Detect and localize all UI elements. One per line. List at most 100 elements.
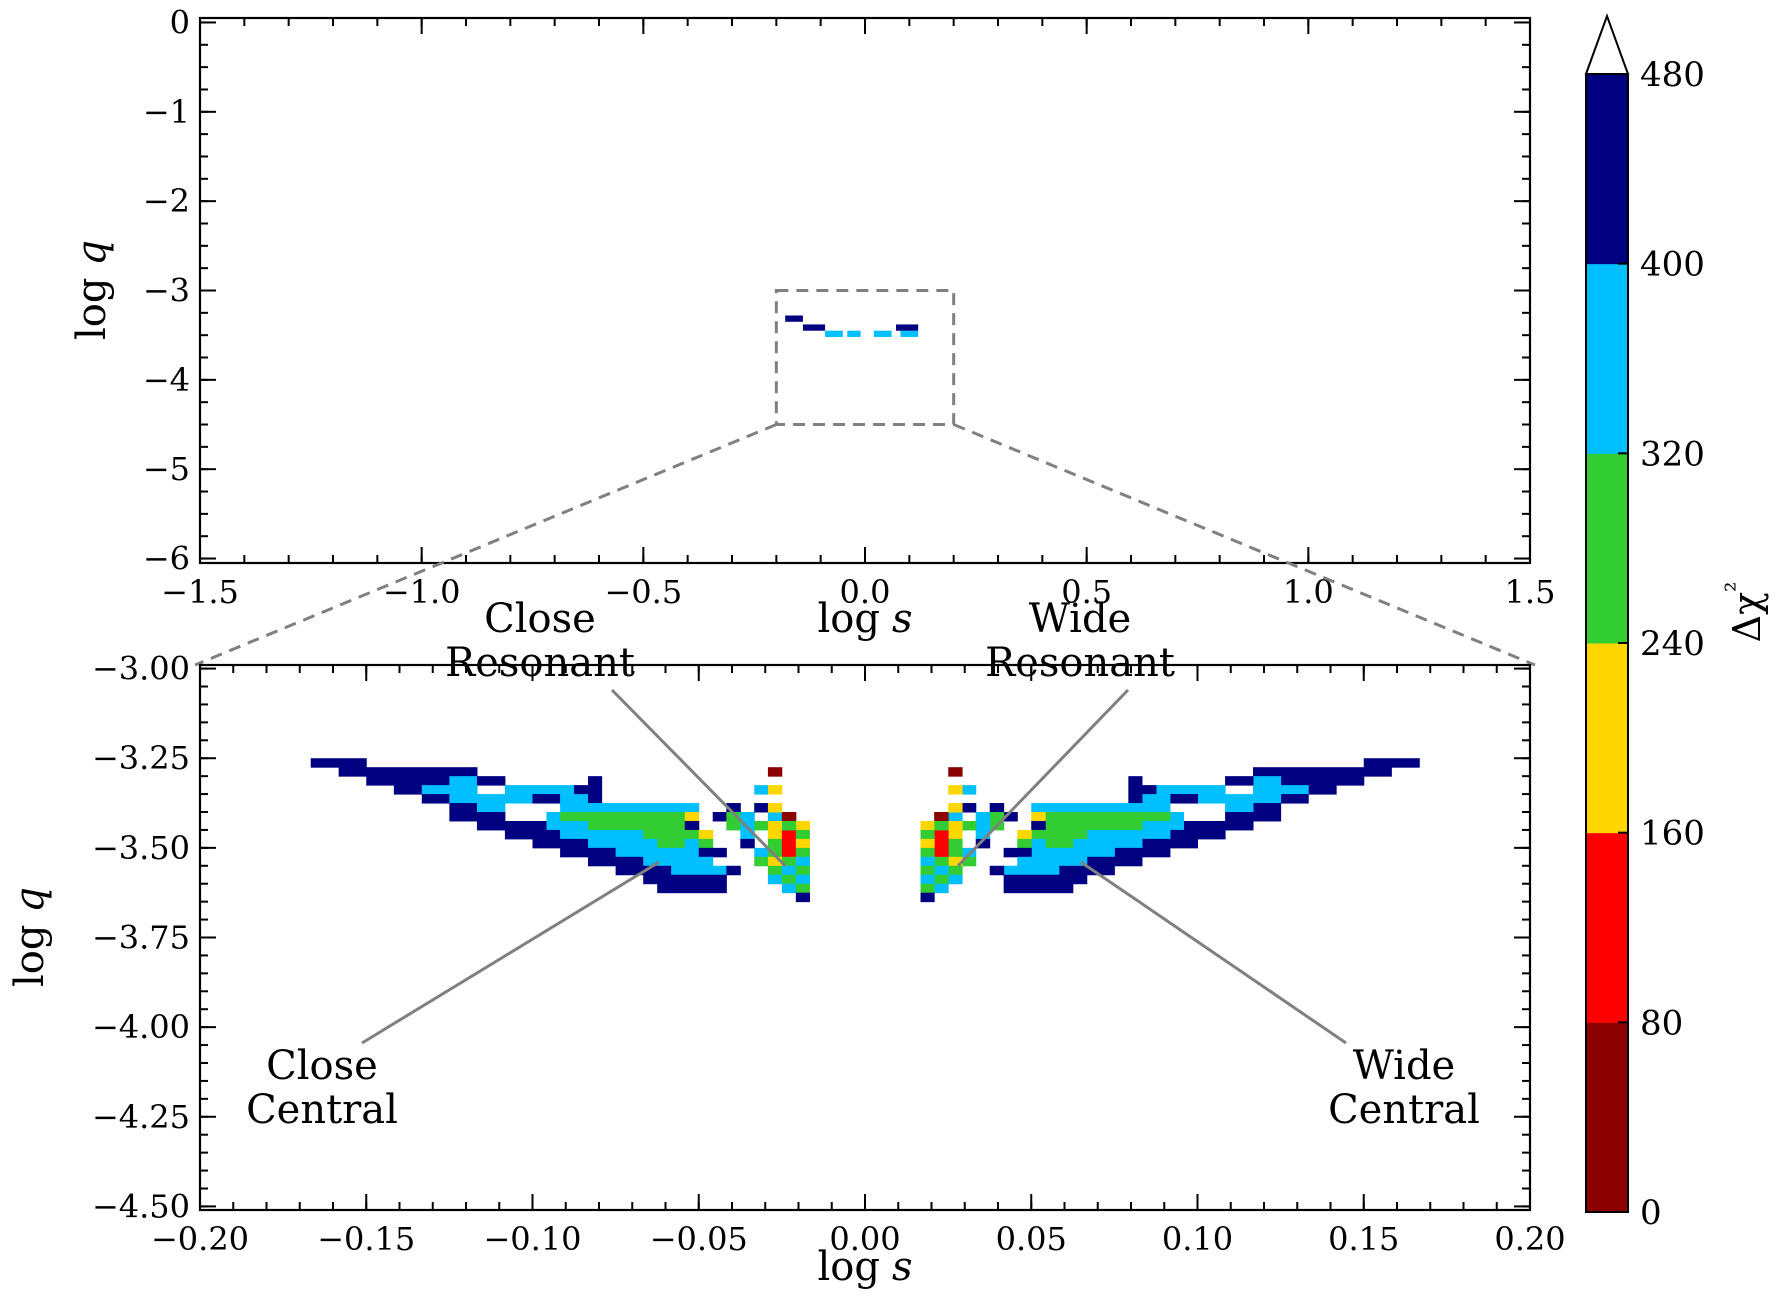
cell-left-r12-3 [767, 865, 783, 876]
cell-right-r8-4 [1017, 829, 1032, 840]
cell-left-r4-0 [421, 794, 450, 804]
cell-left-r5-2 [560, 803, 589, 813]
cell-left-extra-3 [754, 803, 769, 813]
cell-left-r13-1 [767, 874, 783, 885]
cell-left-r10-1 [615, 847, 700, 858]
cell-right-r6-7 [948, 812, 963, 822]
top-xtick-label: −0.5 [604, 573, 682, 611]
cell-left-r4-2 [532, 794, 561, 804]
cell-right-r13-0 [1003, 874, 1088, 885]
cell-right-r8-1 [1141, 829, 1171, 840]
top-cell-3 [847, 330, 861, 337]
cell-left-r8-8 [795, 829, 810, 840]
bottom-xtick-label: −0.05 [650, 1220, 748, 1258]
bottom-x-axis-label: log s [817, 1244, 912, 1290]
cell-right-r9-7 [934, 838, 949, 849]
cell-left-r9-7 [781, 838, 797, 849]
cell-right-r1-0 [1253, 767, 1392, 777]
cell-left-r13-3 [795, 874, 810, 885]
cell-right-r9-5 [975, 838, 991, 849]
cell-left-r9-2 [657, 838, 686, 849]
cell-right-r9-4 [1017, 838, 1032, 849]
bottom-xtick-label: −0.10 [483, 1220, 581, 1258]
cell-right-r0-0 [1363, 758, 1420, 768]
bottom-heatmap-cells [310, 758, 1420, 903]
colorbar-ticks: 0 80 160 240 320 400 480 [1618, 55, 1705, 1233]
cell-right-r11-3 [948, 856, 963, 867]
cell-left-r11-5 [795, 856, 810, 867]
annotation-label-line2: Resonant [445, 640, 635, 686]
cell-left-r11-3 [767, 856, 783, 867]
cell-left-extra-5 [754, 820, 769, 831]
cell-right-r7-2 [1045, 820, 1143, 831]
top-panel: −1.5 −1.0 −0.5 0.0 0.5 1.0 1.50−1−2−3−4−5−6 lo… [69, 3, 1555, 642]
cell-left-r9-6 [767, 838, 783, 849]
cell-right-r5-0 [1253, 803, 1282, 813]
cell-left-r7-0 [476, 820, 547, 831]
cell-right-r9-0 [1141, 838, 1198, 849]
cell-left-r5-0 [449, 803, 478, 813]
cell-right-extra-4 [948, 803, 963, 813]
cell-right-r2-3 [1128, 776, 1143, 786]
cell-left-r6-3 [684, 812, 700, 822]
colorbar-bin-2 [1586, 643, 1628, 834]
cell-left-r7-3 [684, 820, 700, 831]
top-y-label-log: log [69, 278, 115, 340]
colorbar-tick-label: 80 [1640, 1003, 1683, 1043]
cell-right-extra-7 [934, 820, 949, 831]
bottom-x-label-log: log [817, 1244, 879, 1290]
colorbar-bins [1585, 73, 1629, 1213]
annotation-label-line2: Resonant [985, 640, 1175, 686]
cell-right-r11-2 [962, 856, 977, 867]
cell-left-r8-6 [767, 829, 783, 840]
cell-left-r6-7 [767, 812, 783, 822]
cell-left-r7-1 [546, 820, 589, 831]
cell-left-r6-8 [781, 812, 797, 822]
cell-right-r10-5 [934, 847, 949, 858]
cell-right-r4-4 [1128, 794, 1143, 804]
top-cell-5 [900, 330, 919, 337]
annotation-label-line1: Wide [1353, 1043, 1455, 1089]
top-cell-2 [825, 330, 843, 337]
cell-left-r8-3 [643, 829, 700, 840]
cell-right-r6-5 [989, 812, 1005, 822]
cell-right-r7-8 [920, 820, 935, 831]
colorbar-bin-3 [1586, 453, 1628, 644]
cell-right-r6-2 [1045, 812, 1171, 822]
zoom-line-left [194, 423, 777, 667]
cell-right-r2-0 [1280, 776, 1365, 786]
top-xtick-label: 0.0 [840, 573, 891, 611]
bottom-xtick-label: −0.15 [317, 1220, 415, 1258]
cell-right-r11-0 [1086, 856, 1143, 867]
bottom-y-axis-label: log q [7, 887, 53, 987]
top-ytick-label: −4 [143, 361, 190, 399]
top-x-label-var: s [892, 596, 913, 642]
bottom-panel: −0.20 −0.15 −0.10 −0.05 0.00 0.05 0.10 0.15 0.20… [7, 596, 1566, 1290]
colorbar-tick-label: 400 [1640, 245, 1705, 285]
cell-left-r9-0 [532, 838, 589, 849]
cell-left-r7-2 [588, 820, 686, 831]
cell-right-extra-0 [948, 767, 963, 777]
cell-right-r14-0 [1003, 883, 1074, 894]
bottom-y-label-var: q [7, 887, 53, 913]
colorbar-extend-arrow [1584, 13, 1630, 75]
cell-left-r6-2 [560, 812, 686, 822]
cell-right-extra-5 [961, 820, 977, 831]
cell-left-extra-7 [781, 820, 797, 831]
cell-right-r3-0 [1308, 785, 1337, 795]
cell-left-r12-1 [671, 865, 727, 876]
zoom-line-right [953, 423, 1536, 667]
top-x-axis-label: log s [817, 596, 912, 642]
bottom-ytick-label: −4.25 [92, 1098, 190, 1136]
cell-left-r11-0 [588, 856, 644, 867]
cell-left-r13-0 [643, 874, 727, 885]
cell-right-r13-3 [920, 874, 935, 885]
cell-left-r9-8 [795, 838, 810, 849]
cell-left-r10-0 [560, 847, 617, 858]
cell-right-r8-3 [1031, 829, 1088, 840]
cell-right-r8-0 [1169, 829, 1226, 840]
colorbar-tick-label: 160 [1640, 814, 1705, 854]
cell-right-r6-4 [1003, 812, 1018, 822]
cell-right-r9-8 [920, 838, 935, 849]
colorbar-bin-4 [1586, 263, 1628, 454]
